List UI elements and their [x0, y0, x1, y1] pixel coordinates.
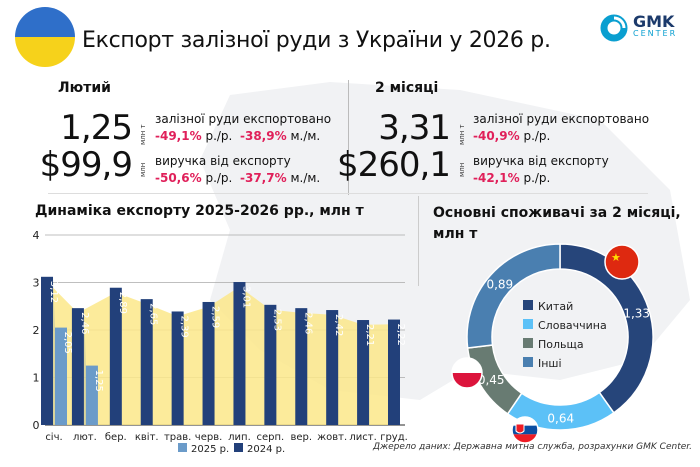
bar-2024	[264, 304, 277, 425]
flag-star: ★	[611, 251, 621, 264]
flag-field	[605, 245, 639, 279]
feb-revenue-stats: виручка від експорту -50,6% р./р. -37,7%…	[155, 154, 321, 185]
bar-2024	[202, 301, 215, 425]
y-tick-label: 3	[33, 277, 40, 290]
x-tick-label: жовт.	[317, 432, 347, 443]
bar-label: 2,89	[117, 292, 128, 314]
two-months-revenue-value: $260,1	[337, 145, 451, 185]
bar-label: 2,65	[148, 303, 159, 325]
legend-label: Словаччина	[538, 319, 607, 332]
flag-white	[512, 417, 538, 426]
legend-swatch-2025	[178, 443, 187, 452]
china-flag-icon: ★	[605, 245, 639, 279]
y-tick-label: 0	[33, 419, 40, 432]
two-months-volume-stats: залізної руди експортовано -40,9% р./р.	[473, 112, 650, 143]
flag-red	[452, 373, 482, 388]
page-title: Експорт залізної руди з України у 2026 р…	[82, 28, 551, 53]
flag-shield	[515, 423, 525, 434]
y-tick-label: 1	[33, 372, 40, 385]
flag-white	[452, 358, 482, 373]
x-tick-label: лип.	[228, 432, 251, 443]
divider	[48, 193, 648, 194]
legend-label: Інші	[538, 357, 562, 370]
bar-chart-title: Динаміка експорту 2025-2026 рр., млн т	[35, 203, 364, 219]
x-tick-label: черв.	[195, 432, 222, 443]
bar-2025	[55, 327, 67, 425]
donut-chart-title: Основні споживачі за 2 місяці, млн т	[433, 205, 681, 242]
y-tick-label: 2	[33, 324, 40, 337]
flag-blue	[512, 425, 538, 435]
y-tick-label: 4	[33, 229, 40, 242]
flag-border	[511, 416, 539, 444]
x-tick-label: квіт.	[135, 431, 159, 443]
bar-label: 2,39	[179, 315, 190, 337]
section-february-label: Лютий	[58, 80, 111, 96]
source-note: Джерело даних: Державна митна служба, ро…	[372, 442, 692, 452]
flag-border	[604, 244, 640, 280]
bar-2024	[71, 308, 84, 425]
legend-label: Польща	[538, 338, 584, 351]
x-tick-label: бер.	[105, 432, 127, 443]
x-tick-label: вер.	[290, 432, 312, 443]
bar-2025	[85, 365, 98, 425]
bar-2024	[357, 320, 370, 425]
legend-swatch	[523, 357, 533, 367]
bar-label: 2,42	[333, 314, 344, 336]
bar-2024	[109, 287, 122, 425]
divider	[418, 196, 419, 286]
legend-swatch	[523, 319, 533, 329]
bar-2024	[388, 319, 400, 425]
bar-2024	[171, 311, 184, 425]
x-tick-label: лист.	[349, 432, 376, 443]
flag-border	[451, 357, 483, 389]
slice-label: 0,89	[486, 278, 513, 292]
legend-label: Китай	[538, 300, 573, 313]
bar-2024	[295, 308, 308, 425]
feb-volume-stats: залізної руди експортовано -49,1% р./р. …	[155, 112, 332, 143]
gmk-center-logo: GMK CENTER	[600, 14, 677, 42]
bar-label: 3,01	[240, 286, 251, 308]
slice-label: 1,33	[623, 307, 650, 321]
legend-swatch	[523, 338, 533, 348]
slovakia-flag-icon	[512, 417, 538, 443]
legend-label-2025: 2025 р.	[191, 444, 229, 455]
two-months-volume-value: 3,31	[378, 108, 451, 148]
bar-label: 2,46	[302, 312, 313, 334]
section-two-months-label: 2 місяці	[375, 80, 439, 96]
export-bar-chart: 0 1 2 3 4 3,12 січ. 2,46 лют. 2,89 бер. 2,65 квіт. 2,…	[33, 229, 408, 455]
bar-label: 2,05	[62, 332, 73, 354]
bar-label: 2,22	[395, 324, 406, 346]
x-tick-label: трав.	[164, 432, 191, 443]
ukraine-flag-icon	[15, 7, 75, 67]
x-tick-label: січ.	[45, 431, 62, 443]
bar-label: 2,53	[271, 309, 282, 331]
bar-label: 2,59	[210, 306, 221, 328]
bar-label: 3,12	[48, 281, 59, 303]
slice-label: 0,64	[547, 411, 574, 425]
feb-revenue-value: $99,9	[39, 145, 133, 185]
legend-swatch	[523, 300, 533, 310]
bar-label: 2,21	[364, 324, 375, 346]
poland-flag-icon	[452, 358, 482, 388]
feb-volume-value: 1,25	[60, 108, 133, 148]
bar-label: 1,25	[93, 370, 104, 392]
bar-2024	[140, 299, 153, 425]
legend-swatch-2024	[234, 443, 243, 452]
bar-2024	[233, 282, 246, 425]
x-tick-label: серп.	[257, 432, 285, 443]
slice-label: 0,45	[478, 373, 505, 387]
x-tick-label: груд.	[380, 432, 408, 443]
bar-2024	[326, 310, 339, 425]
x-tick-label: лют.	[73, 432, 97, 443]
bar-2024	[41, 276, 53, 425]
legend-label-2024: 2024 р.	[247, 444, 285, 455]
flag-red	[512, 434, 538, 443]
two-months-revenue-stats: виручка від експорту -42,1% р./р.	[473, 154, 609, 185]
bar-label: 2,46	[79, 312, 90, 334]
divider	[348, 80, 349, 195]
donut-slice	[466, 243, 561, 349]
